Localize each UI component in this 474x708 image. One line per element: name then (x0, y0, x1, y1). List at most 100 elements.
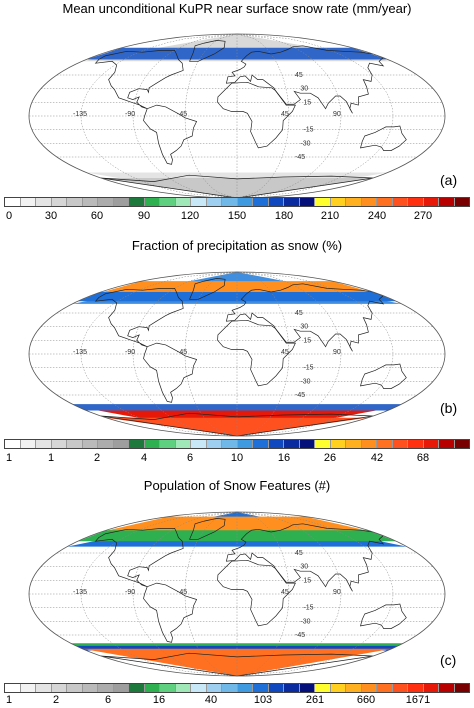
colorbar-swatch (191, 684, 207, 692)
colorbar-swatch (160, 198, 176, 206)
panel-c: Population of Snow Features (#) -135 -90-… (0, 472, 474, 706)
colorbar-swatch (51, 198, 67, 206)
colorbar-swatch (408, 684, 424, 692)
colorbar-ticks: 0 30 60 90 120 150 180 210 240 270 (4, 210, 470, 224)
colorbar-ticks: 1 1 2 4 6 10 16 26 42 68 (4, 452, 470, 466)
latitude-label: -45 (295, 632, 305, 639)
coastline (225, 283, 385, 352)
colorbar-swatch (129, 440, 145, 448)
colorbar-tick-label: 210 (320, 210, 340, 222)
colorbar-swatch (268, 198, 284, 206)
colorbar-swatch (129, 198, 145, 206)
colorbar-swatch (330, 440, 346, 448)
latitude-label: 45 (295, 550, 303, 557)
colorbar-swatch (175, 198, 191, 206)
colorbar-swatch (408, 440, 424, 448)
colorbar-swatch (5, 440, 21, 448)
colorbar-tick-label: 1 (47, 452, 55, 464)
panel-b: Fraction of precipitation as snow (%) -1… (0, 236, 474, 472)
longitude-label: 90 (333, 589, 341, 596)
colorbar-swatch (330, 198, 346, 206)
longitude-label: -135 (73, 589, 87, 596)
colorbar-tick-label: 16 (152, 694, 166, 706)
colorbar-tick-label: 103 (253, 694, 273, 706)
colorbar-swatch (113, 198, 129, 206)
colorbar-swatch (237, 440, 253, 448)
colorbar-swatch (67, 440, 83, 448)
colorbar-swatch (206, 198, 222, 206)
longitude-label: -90 (125, 111, 135, 118)
colorbar-tick-label: 660 (356, 694, 376, 706)
snow-band (72, 404, 402, 411)
colorbar-swatch (51, 684, 67, 692)
coastline (225, 45, 385, 114)
colorbar-swatch (361, 198, 377, 206)
graticule-lon (236, 271, 290, 437)
colorbar-tick-label: 2 (93, 452, 101, 464)
colorbar-swatch (82, 684, 98, 692)
panel-title: Fraction of precipitation as snow (%) (131, 238, 343, 253)
map-border (28, 271, 446, 437)
colorbar-swatch (315, 440, 331, 448)
colorbar-tick-label: 1 (6, 694, 13, 706)
colorbar-tick-label: 270 (413, 210, 433, 222)
colorbar-swatch (439, 440, 455, 448)
colorbar-swatch (408, 198, 424, 206)
map-body: -135 -90 -45 45 90 45 30 15 -15 -30 -45 (28, 33, 446, 199)
colorbar-tick-label: 120 (180, 210, 200, 222)
colorbar-tick-label: 1 (6, 452, 13, 464)
latitude-label: 30 (300, 564, 308, 571)
graticule-lon (80, 33, 238, 199)
longitude-label: -45 (177, 349, 187, 356)
longitude-label: -135 (73, 349, 87, 356)
latitude-label: 15 (303, 337, 311, 344)
map-border (28, 511, 446, 677)
graticule-lon (236, 511, 290, 677)
colorbar-tick-label: 1671 (405, 694, 431, 706)
colorbar-swatch (206, 684, 222, 692)
latitude-label: -15 (303, 365, 313, 372)
colorbar-tick-label: 0 (6, 210, 13, 222)
coastline (94, 528, 184, 588)
panel-a: Mean unconditional KuPR near surface sno… (0, 0, 474, 236)
graticule-lon (236, 271, 394, 437)
snow-features-map: -135 -90 -45 45 90 45 30 15 -15 -30 -45 (28, 511, 446, 677)
colorbar-swatch (98, 198, 114, 206)
longitude-label: -135 (73, 111, 87, 118)
latitude-label: -45 (295, 392, 305, 399)
graticule-lon (236, 33, 394, 199)
coastline (217, 319, 296, 387)
colorbar-swatch (160, 684, 176, 692)
graticule-lon (236, 511, 394, 677)
latitude-label: 15 (303, 577, 311, 584)
coastline (360, 125, 407, 151)
colorbar-tick-label: 40 (204, 694, 218, 706)
longitude-label: -90 (125, 589, 135, 596)
latitude-label: 30 (300, 324, 308, 331)
snow-rate-map: -135 -90 -45 45 90 45 30 15 -15 -30 -45 (28, 33, 446, 199)
colorbar-swatch (206, 440, 222, 448)
colorbar-swatch (377, 198, 393, 206)
colorbar-swatch (113, 440, 129, 448)
map-body: -135 -90 -45 45 90 45 30 15 -15 -30 -45 (28, 271, 446, 437)
colorbar-swatch (439, 684, 455, 692)
latitude-label: -30 (300, 378, 310, 385)
graticule-lon (236, 33, 290, 199)
longitude-label: 45 (281, 111, 289, 118)
colorbar-swatch (36, 198, 52, 206)
longitude-label: -45 (177, 111, 187, 118)
colorbar-tick-label: 68 (416, 452, 430, 464)
colorbar-swatch (20, 440, 36, 448)
colorbar-swatch (361, 440, 377, 448)
latitude-label: 15 (303, 99, 311, 106)
coastline (360, 603, 407, 629)
colorbar-swatch (160, 440, 176, 448)
panel-label: (b) (440, 400, 458, 416)
colorbar-tick-label: 180 (274, 210, 294, 222)
coastline (225, 523, 385, 592)
map-body: -135 -90 -45 45 90 45 30 15 -15 -30 -45 (28, 511, 446, 677)
coastline (189, 518, 226, 540)
colorbar-swatch (315, 684, 331, 692)
colorbar-swatch (20, 198, 36, 206)
latitude-label: -15 (303, 127, 313, 134)
